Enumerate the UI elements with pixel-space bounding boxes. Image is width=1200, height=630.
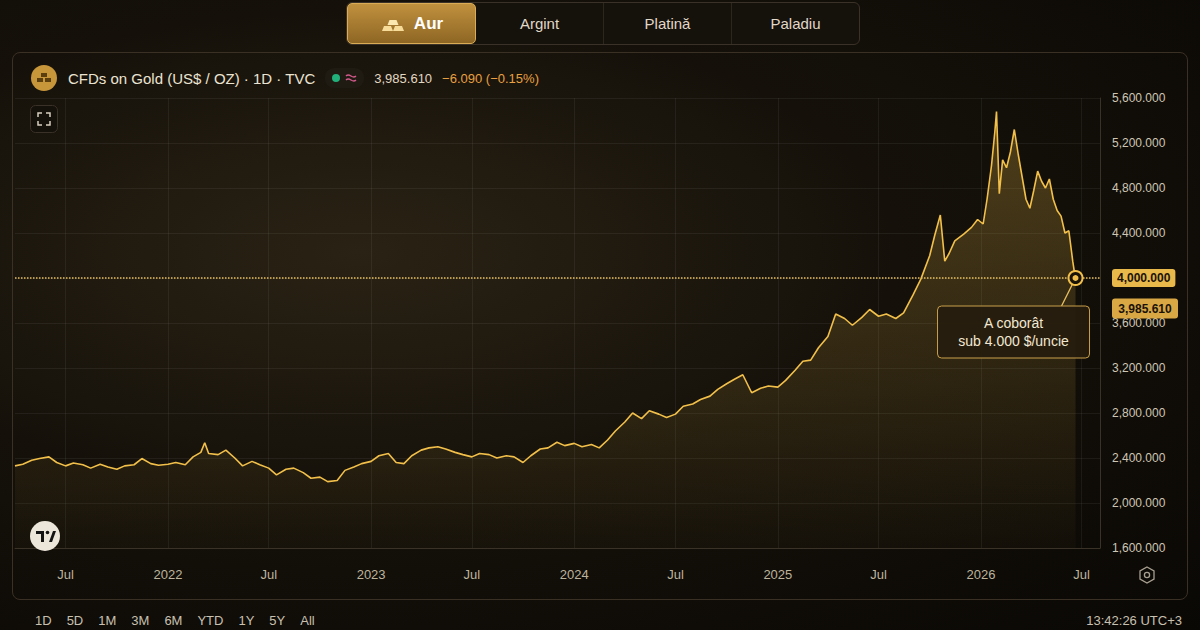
svg-text:2,800.000: 2,800.000	[1112, 406, 1166, 420]
svg-text:Jul: Jul	[667, 567, 684, 582]
html-text:13:42:26 UTC+3: 13:42:26 UTC+3	[1086, 613, 1182, 628]
html-text:Aur: Aur	[413, 13, 444, 33]
html-text:1M: 1M	[98, 613, 117, 628]
html-text:1D: 1D	[35, 613, 52, 628]
html-text:−6.090 (−0.15%): −6.090 (−0.15%)	[442, 70, 539, 86]
svg-text:sub 4.000 $/uncie: sub 4.000 $/uncie	[958, 333, 1069, 349]
svg-text:Jul: Jul	[1073, 567, 1090, 582]
html-text:Platină: Platină	[644, 15, 691, 32]
svg-text:2026: 2026	[966, 567, 995, 582]
svg-text:4,800.000: 4,800.000	[1112, 181, 1166, 195]
svg-text:2,000.000: 2,000.000	[1112, 496, 1166, 510]
svg-text:2023: 2023	[357, 567, 386, 582]
svg-text:2024: 2024	[560, 567, 589, 582]
svg-text:4,000.000: 4,000.000	[1117, 271, 1171, 285]
html-text:3,985.610: 3,985.610	[374, 70, 433, 86]
html-text:Paladiu: Paladiu	[770, 15, 821, 32]
svg-text:5,200.000: 5,200.000	[1112, 136, 1166, 150]
html-text:6M: 6M	[164, 613, 183, 628]
svg-text:Jul: Jul	[57, 567, 74, 582]
html-text:CFDs on Gold (US$ / OZ) · 1D ·: CFDs on Gold (US$ / OZ) · 1D · TVC	[68, 69, 316, 87]
svg-text:A coborât: A coborât	[984, 315, 1043, 331]
svg-text:1,600.000: 1,600.000	[1112, 541, 1166, 555]
html-text:1Y: 1Y	[238, 613, 255, 628]
html-text:All: All	[300, 613, 315, 628]
svg-text:3,600.000: 3,600.000	[1112, 316, 1166, 330]
svg-text:Jul: Jul	[464, 567, 481, 582]
svg-text:3,200.000: 3,200.000	[1112, 361, 1166, 375]
svg-text:5,600.000: 5,600.000	[1112, 91, 1166, 105]
html-text:5D: 5D	[66, 613, 84, 628]
html-text:YTD: YTD	[197, 613, 224, 628]
svg-text:Jul: Jul	[260, 567, 277, 582]
html-text:3M: 3M	[131, 613, 150, 628]
svg-text:Jul: Jul	[870, 567, 887, 582]
svg-text:4,400.000: 4,400.000	[1112, 226, 1166, 240]
svg-text:3,985.610: 3,985.610	[1118, 302, 1172, 316]
html-text:5Y: 5Y	[269, 613, 286, 628]
svg-text:2,400.000: 2,400.000	[1112, 451, 1166, 465]
svg-text:2022: 2022	[154, 567, 183, 582]
html-text:Argint: Argint	[519, 15, 560, 32]
svg-text:2025: 2025	[763, 567, 792, 582]
